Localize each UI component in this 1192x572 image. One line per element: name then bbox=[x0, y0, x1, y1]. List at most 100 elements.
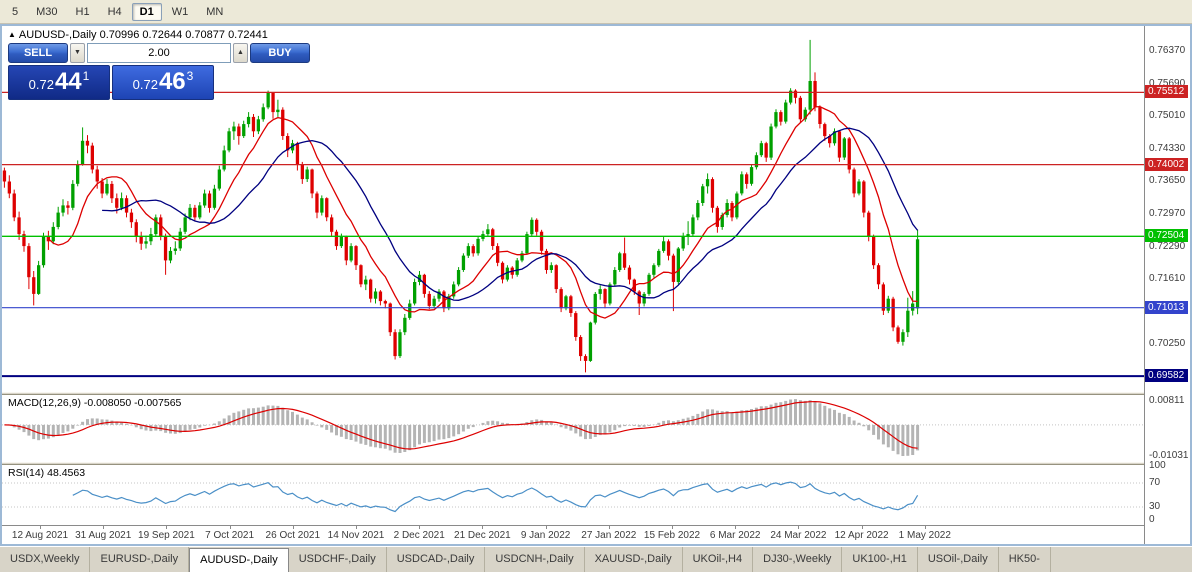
ask-price-head: 0.72 bbox=[132, 77, 158, 92]
date-axis[interactable]: 12 Aug 2021 31 Aug 2021 19 Sep 2021 7 Oct 2… bbox=[2, 525, 1144, 544]
date-label: 12 Apr 2022 bbox=[834, 530, 889, 541]
bid-price-big: 44 bbox=[54, 68, 82, 95]
date-label: 26 Oct 2021 bbox=[265, 530, 321, 541]
price-level-badge: 0.74002 bbox=[1145, 157, 1188, 171]
chart-tab-usdcnh-daily[interactable]: USDCNH-,Daily bbox=[485, 547, 585, 572]
price-tick: 0.72290 bbox=[1149, 240, 1186, 252]
timeframe-button-m30[interactable]: M30 bbox=[36, 5, 58, 18]
timeframe-button-h1[interactable]: H1 bbox=[75, 5, 90, 18]
date-label: 9 Jan 2022 bbox=[520, 530, 571, 541]
chart-ohlc-values: 0.70996 0.72644 0.70877 0.72441 bbox=[99, 29, 268, 41]
chart-tab-usdchf-daily[interactable]: USDCHF-,Daily bbox=[289, 547, 387, 572]
macd-chart[interactable] bbox=[2, 395, 1144, 462]
date-tick-mark bbox=[292, 526, 294, 529]
rsi-tick: 100 bbox=[1149, 460, 1166, 471]
plot-column: ▲ AUDUSD-,Daily 0.70996 0.72644 0.70877 0… bbox=[2, 26, 1144, 544]
price-tick: 0.75690 bbox=[1149, 77, 1186, 89]
date-label: 21 Dec 2021 bbox=[454, 530, 511, 541]
chart-window: ▲ AUDUSD-,Daily 0.70996 0.72644 0.70877 0… bbox=[0, 24, 1192, 546]
date-tick-mark bbox=[545, 526, 547, 529]
ask-price-big: 46 bbox=[158, 68, 186, 95]
date-label: 2 Dec 2021 bbox=[393, 530, 445, 541]
chart-symbol-period: AUDUSD-,Daily bbox=[18, 29, 97, 41]
ask-price-pip: 3 bbox=[186, 69, 194, 83]
date-tick-mark bbox=[356, 526, 357, 529]
date-label: 31 Aug 2021 bbox=[75, 530, 132, 541]
timeframe-button-d1[interactable]: D1 bbox=[131, 2, 162, 21]
sell-price[interactable]: 0.72 44 1 bbox=[8, 65, 110, 100]
chart-tabbar: USDX,Weekly EURUSD-,Daily AUDUSD-,Daily USD… bbox=[0, 546, 1192, 572]
date-tick-mark bbox=[40, 526, 41, 529]
chart-tab-xauusd-daily[interactable]: XAUUSD-,Daily bbox=[585, 547, 683, 572]
timeframe-button-mn[interactable]: MN bbox=[206, 5, 224, 18]
macd-tick: -0.01031 bbox=[1149, 450, 1189, 461]
date-label: 6 Mar 2022 bbox=[709, 530, 761, 541]
price-tick: 0.73650 bbox=[1149, 175, 1186, 187]
chart-tab-uk100-h1[interactable]: UK100-,H1 bbox=[842, 547, 918, 572]
price-level-badge: 0.69582 bbox=[1145, 369, 1188, 383]
bid-price-pip: 1 bbox=[82, 69, 90, 83]
rsi-chart[interactable] bbox=[2, 465, 1144, 525]
candlestick-chart[interactable] bbox=[2, 26, 1144, 392]
price-tick: 0.71610 bbox=[1149, 273, 1186, 285]
macd-label: MACD(12,26,9) -0.008050 -0.007565 bbox=[8, 397, 182, 409]
chart-tab-audusd-daily[interactable]: AUDUSD-,Daily bbox=[189, 548, 289, 572]
volume-increase-button[interactable]: ▲ bbox=[233, 43, 248, 63]
date-tick-mark bbox=[861, 526, 863, 529]
timeframe-button-5[interactable]: 5 bbox=[12, 5, 19, 18]
date-tick-mark bbox=[608, 526, 610, 529]
pane-splitter[interactable] bbox=[2, 462, 1144, 465]
rsi-pane[interactable]: RSI(14) 48.4563 bbox=[2, 465, 1144, 525]
price-level-badge: 0.75512 bbox=[1145, 85, 1188, 99]
chart-tab-usdx-weekly[interactable]: USDX,Weekly bbox=[0, 547, 91, 572]
rsi-label: RSI(14) 48.4563 bbox=[8, 467, 86, 479]
date-tick-mark bbox=[482, 526, 484, 529]
macd-pane[interactable]: MACD(12,26,9) -0.008050 -0.007565 bbox=[2, 395, 1144, 462]
symbol-marker-icon: ▲ bbox=[8, 30, 16, 39]
macd-values: -0.008050 -0.007565 bbox=[83, 397, 182, 409]
date-tick-mark bbox=[166, 526, 168, 529]
timeframe-button-h4[interactable]: H4 bbox=[107, 5, 122, 18]
date-tick-mark bbox=[419, 526, 421, 529]
price-pane[interactable]: ▲ AUDUSD-,Daily 0.70996 0.72644 0.70877 0… bbox=[2, 26, 1144, 392]
price-tick: 0.74330 bbox=[1149, 142, 1186, 154]
chart-tab-dj30-weekly[interactable]: DJ30-,Weekly bbox=[753, 547, 843, 572]
chart-tab-usdcad-daily[interactable]: USDCAD-,Daily bbox=[387, 547, 486, 572]
price-tick: 0.70250 bbox=[1149, 338, 1186, 350]
buy-button[interactable]: BUY bbox=[250, 43, 310, 63]
price-axis[interactable]: 0.76370 0.75690 0.75010 0.74330 0.73650 0.729… bbox=[1144, 26, 1189, 544]
rsi-tick: 30 bbox=[1149, 501, 1161, 512]
buy-price[interactable]: 0.72 46 3 bbox=[112, 65, 214, 100]
date-tick-mark bbox=[103, 526, 105, 529]
volume-decrease-button[interactable]: ▼ bbox=[70, 43, 85, 63]
rsi-value: 48.4563 bbox=[47, 467, 86, 479]
date-tick-mark bbox=[229, 526, 231, 529]
rsi-tick: 70 bbox=[1149, 477, 1161, 488]
sell-button[interactable]: SELL bbox=[8, 43, 68, 63]
chart-tab-usoil-daily[interactable]: USOil-,Daily bbox=[918, 547, 999, 572]
date-label: 7 Oct 2021 bbox=[205, 530, 255, 541]
chart-tab-hk50-[interactable]: HK50- bbox=[999, 547, 1051, 572]
date-label: 24 Mar 2022 bbox=[770, 530, 827, 541]
timeframe-button-w1[interactable]: W1 bbox=[171, 5, 189, 18]
price-level-badge: 0.72504 bbox=[1145, 229, 1188, 243]
price-tick: 0.75010 bbox=[1149, 110, 1186, 122]
macd-tick: 0.00811 bbox=[1149, 395, 1185, 406]
chart-tab-eurusd-daily[interactable]: EURUSD-,Daily bbox=[90, 547, 190, 572]
price-tick: 0.72970 bbox=[1149, 208, 1186, 220]
date-label: 19 Sep 2021 bbox=[138, 530, 195, 541]
date-tick-mark bbox=[924, 526, 926, 529]
chart-title: ▲ AUDUSD-,Daily 0.70996 0.72644 0.70877 0… bbox=[8, 29, 268, 41]
date-label: 27 Jan 2022 bbox=[581, 530, 637, 541]
volume-input[interactable] bbox=[87, 43, 231, 63]
date-tick-mark bbox=[735, 526, 737, 529]
chart-tab-ukoil-h4[interactable]: UKOil-,H4 bbox=[683, 547, 754, 572]
one-click-trading-panel: SELL ▼ ▲ BUY 0.72 44 1 0.72 46 3 bbox=[8, 43, 310, 100]
rsi-tick: 0 bbox=[1149, 514, 1155, 525]
date-tick-mark bbox=[672, 526, 673, 529]
date-label: 14 Nov 2021 bbox=[327, 530, 385, 541]
price-tick: 0.76370 bbox=[1149, 45, 1186, 57]
pane-splitter[interactable] bbox=[2, 392, 1144, 395]
price-level-badge: 0.71013 bbox=[1145, 300, 1188, 314]
timeframe-toolbar: 5 M30 H1 H4 D1 W1 MN bbox=[0, 0, 1192, 24]
